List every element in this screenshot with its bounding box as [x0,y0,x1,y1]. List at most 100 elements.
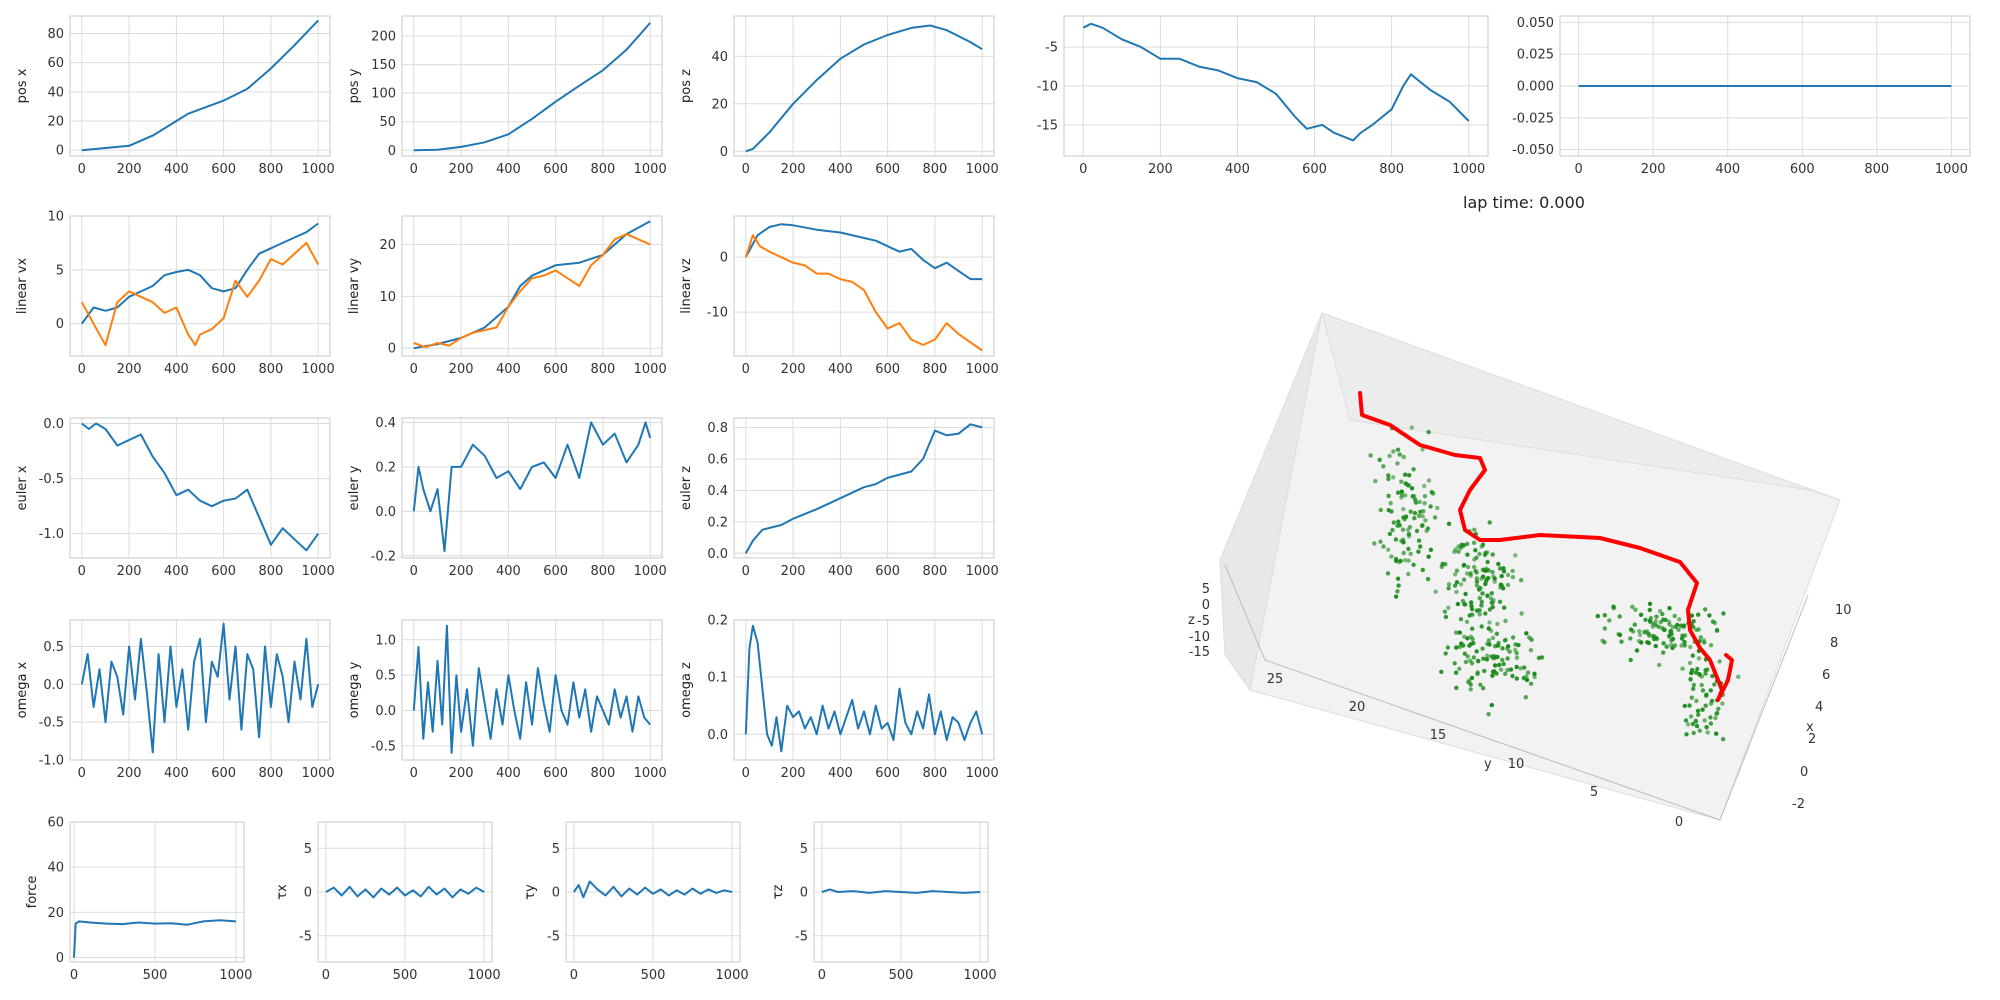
y-tick-label: 0 [304,886,312,901]
gate-point [1633,607,1638,612]
gate-point [1688,677,1693,682]
gate-point [1505,667,1510,673]
x-tick-label: 400 [496,362,521,377]
gate-point [1532,671,1537,676]
gate-point [1670,636,1676,642]
gate-point [1676,627,1681,632]
gate-point [1403,493,1408,498]
gate-point [1377,457,1382,462]
gate-point [1420,447,1425,452]
x-tick-label: 0 [1079,162,1087,177]
gate-point [1694,698,1699,704]
gate-point [1399,479,1404,484]
gate-point [1496,561,1501,567]
gate-point [1443,651,1448,656]
gate-point [1385,571,1391,576]
gate-point [1500,646,1505,651]
x-tick-label: 1000 [966,362,999,377]
gate-point [1663,617,1668,623]
z-axis-line [1224,564,1266,661]
gate-point [1524,677,1530,683]
gate-point [1373,478,1378,484]
gate-point [1492,576,1497,581]
gate-point [1418,544,1423,549]
y-tick-label: 100 [371,87,396,102]
gate-point [1619,639,1624,644]
x-tick-label: 1000 [302,564,335,579]
gate-point [1422,494,1428,499]
y-tick-label: 0.0 [707,547,728,562]
x-tick-label: 200 [449,564,474,579]
gate-point [1490,604,1495,610]
y3d-tick-label: 10 [1508,757,1525,772]
gate-point [1453,670,1459,675]
series-line-orange [744,234,983,352]
x-tick-label: 800 [258,766,283,781]
gate-point [1401,454,1407,460]
y-tick-label: 0 [388,342,396,357]
gate-point [1703,703,1708,708]
x-tick-label: 400 [828,564,853,579]
gate-point [1475,670,1480,675]
gate-point [1458,582,1464,587]
x-tick-label: 200 [449,362,474,377]
axes-frame [813,821,989,963]
gate-point [1693,718,1698,723]
x-tick-label: 0 [410,766,418,781]
y-tick-label: -10 [1037,80,1058,95]
gate-point [1524,631,1529,636]
gate-point [1645,640,1650,645]
y-tick-label: -0.025 [1512,111,1554,126]
gate-point [1479,599,1485,605]
gate-point [1446,605,1451,610]
gate-point [1699,674,1705,679]
gate-point [1446,582,1452,587]
subplot-top-extra-1: 0 200 400 600 800 1000 -5 -10 -15 [1037,15,1489,177]
gate-point [1497,566,1503,571]
gate-point [1423,518,1428,523]
gate-point [1528,648,1534,653]
subplot-force: 0 500 1000 0 20 40 60 force [25,816,252,984]
gate-point [1386,547,1391,552]
x3d-tick-label: 10 [1835,603,1852,618]
x-tick-label: 1000 [634,564,667,579]
gate-point [1462,651,1468,656]
gate-point [1490,635,1496,641]
y-tick-label: 0.2 [707,614,728,629]
gate-point [1408,551,1413,556]
gate-point [1490,673,1495,678]
gate-point [1489,591,1494,596]
gate-point [1378,539,1383,544]
gate-point [1494,671,1499,676]
gate-point [1664,644,1669,649]
gate-point [1416,513,1422,518]
y-axis-label: euler x [15,465,30,510]
z3d-tick-label: -10 [1189,630,1210,645]
pane-back [1249,312,1841,821]
y-tick-label: 0 [388,144,396,159]
x-tick-label: 200 [781,766,806,781]
gate-point [1668,628,1674,634]
gate-point [1689,670,1694,676]
y-tick-label: 0 [800,886,808,901]
gate-point [1386,493,1391,499]
gate-point [1670,624,1675,630]
gate-point [1378,507,1384,513]
gate-point [1708,721,1714,726]
y-tick-label: -5 [547,929,560,944]
y-tick-label: 5 [552,842,560,857]
gate-point [1501,566,1506,571]
gate-point [1687,660,1693,666]
gate-point [1704,693,1709,698]
gate-point [1395,461,1400,466]
gate-point [1474,579,1480,584]
y3d-tick-label: 20 [1349,700,1366,715]
x-tick-label: 0 [742,564,750,579]
gate-point [1446,586,1451,591]
gate-point [1454,589,1459,595]
x-tick-label: 1000 [1452,162,1485,177]
axes-frame [1559,15,1971,157]
gate-point [1508,667,1514,672]
gate-point [1688,714,1694,719]
